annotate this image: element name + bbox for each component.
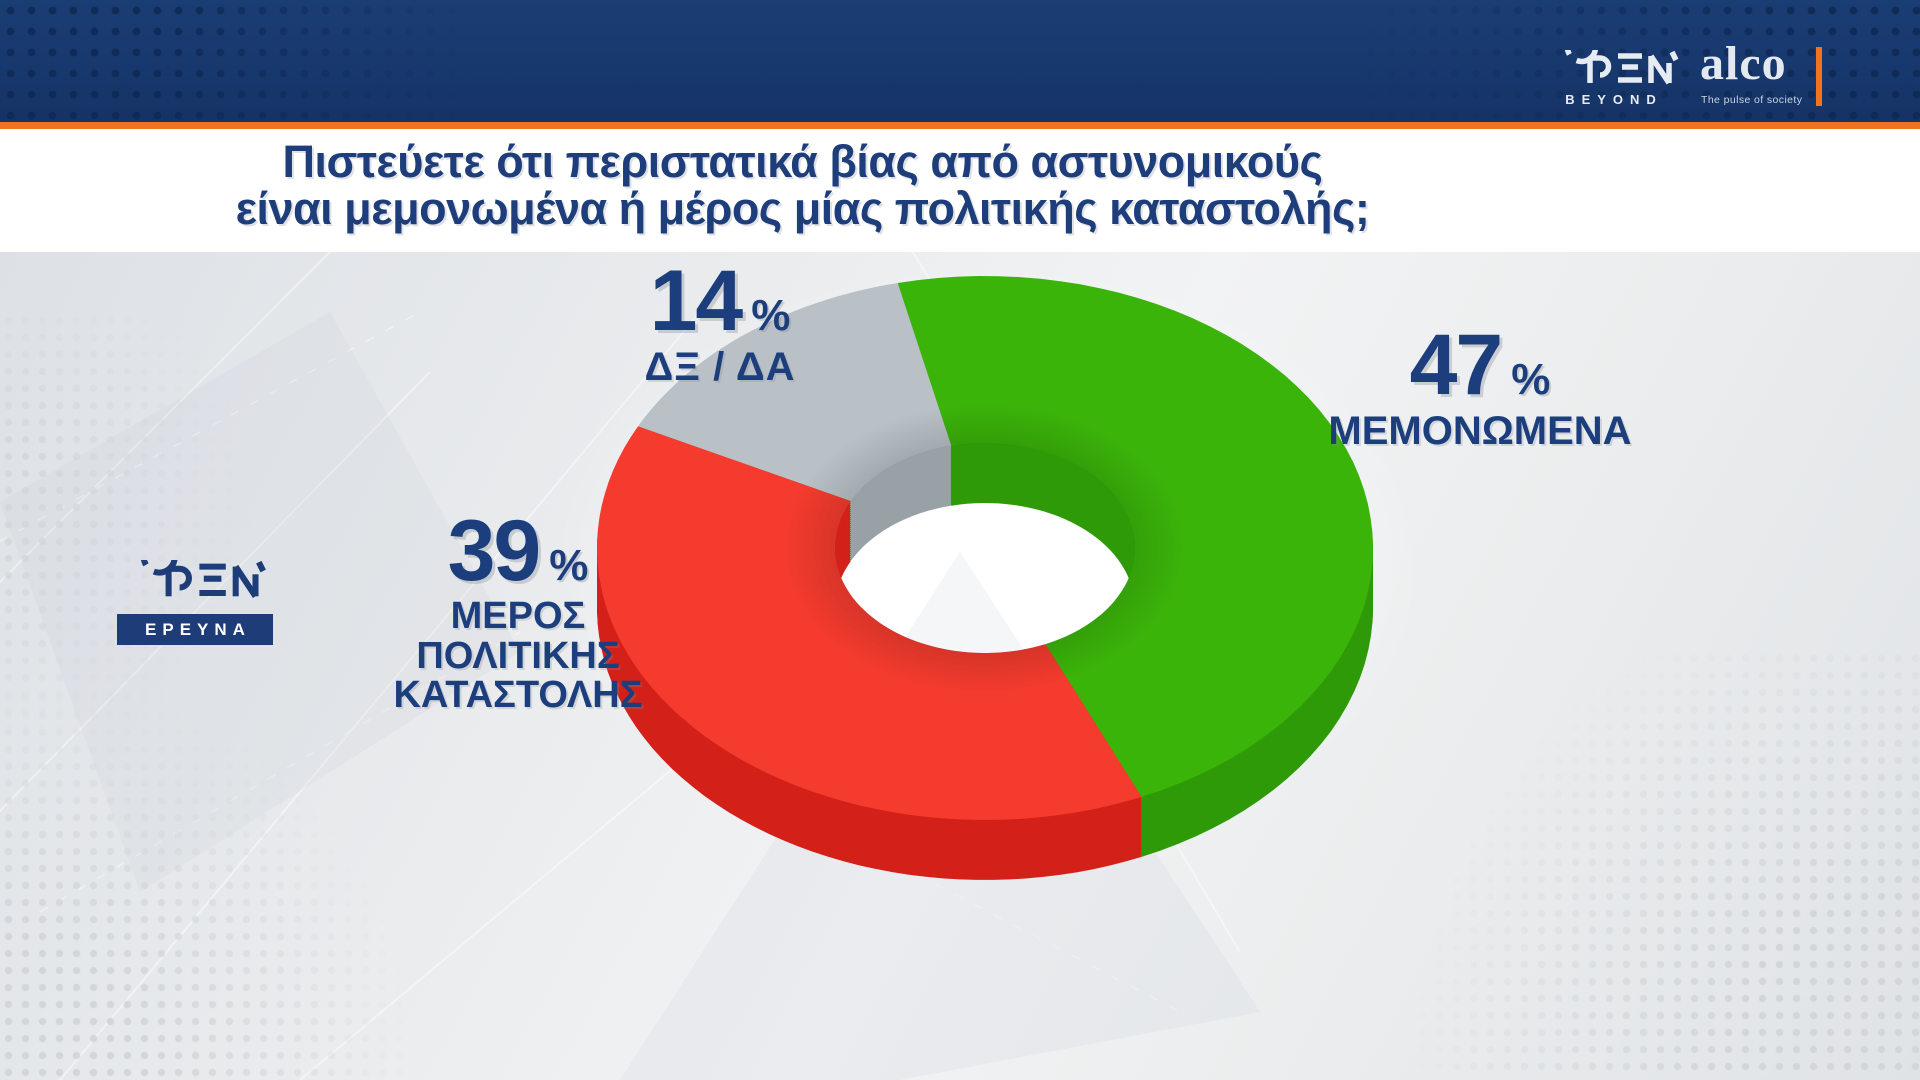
halftone-dots-left bbox=[0, 312, 250, 732]
ereyna-badge: ΕΡΕΥΝΑ bbox=[117, 614, 273, 645]
open-logo-blue bbox=[140, 538, 266, 598]
segment-value: 14 bbox=[649, 253, 744, 349]
alco-logo: alco bbox=[1700, 37, 1787, 90]
accent-divider bbox=[0, 122, 1920, 129]
halftone-dots-bottom-left bbox=[0, 690, 430, 1080]
segment-value-row: 39 % bbox=[382, 503, 654, 599]
poll-question-line1: Πιστεύετε ότι περιστατικά βίας από αστυν… bbox=[282, 136, 1323, 187]
percent-sign: % bbox=[549, 541, 589, 590]
segment-label-dx-da: 14 % ΔΞ / ΔΑ bbox=[575, 253, 865, 390]
alco-tagline: The pulse of society bbox=[1701, 94, 1803, 106]
percent-sign: % bbox=[1511, 355, 1551, 404]
segment-name: ΔΞ / ΔΑ bbox=[644, 345, 796, 390]
header-bar bbox=[0, 0, 1920, 122]
segment-name: ΜΕΜΟΝΩΜΕΝΑ bbox=[1328, 409, 1632, 454]
halftone-dots-bottom-right bbox=[1380, 650, 1920, 1080]
open-ereyna-watermark: ΕΡΕΥΝΑ bbox=[117, 538, 273, 645]
segment-value-row: 14 % bbox=[575, 253, 865, 349]
poll-question-line2: είναι μεμονωμένα ή μέρος μίας πολιτικής … bbox=[235, 183, 1370, 234]
title-band: Πιστεύετε ότι περιστατικά βίας από αστυν… bbox=[0, 129, 1920, 252]
segment-value: 39 bbox=[447, 503, 542, 599]
poll-question: Πιστεύετε ότι περιστατικά βίας από αστυν… bbox=[0, 138, 1605, 232]
segment-label-memonomena: 47 % ΜΕΜΟΝΩΜΕΝΑ bbox=[1285, 317, 1675, 454]
segment-value: 47 bbox=[1409, 317, 1504, 413]
segment-name: ΜΕΡΟΣ ΠΟΛΙΤΙΚΗΣ ΚΑΤΑΣΤΟΛΗΣ bbox=[393, 595, 643, 717]
open-channel-logo bbox=[1565, 50, 1679, 85]
open-logo-beyond-text: BEYOND bbox=[1565, 92, 1663, 107]
percent-sign: % bbox=[751, 291, 791, 340]
alco-orange-bar bbox=[1816, 47, 1822, 106]
segment-value-row: 47 % bbox=[1285, 317, 1675, 413]
segment-label-meros-politikis-katastolis: 39 % ΜΕΡΟΣ ΠΟΛΙΤΙΚΗΣ ΚΑΤΑΣΤΟΛΗΣ bbox=[382, 503, 654, 717]
header-dots-left bbox=[0, 0, 470, 122]
header-dots-right bbox=[1360, 0, 1920, 122]
